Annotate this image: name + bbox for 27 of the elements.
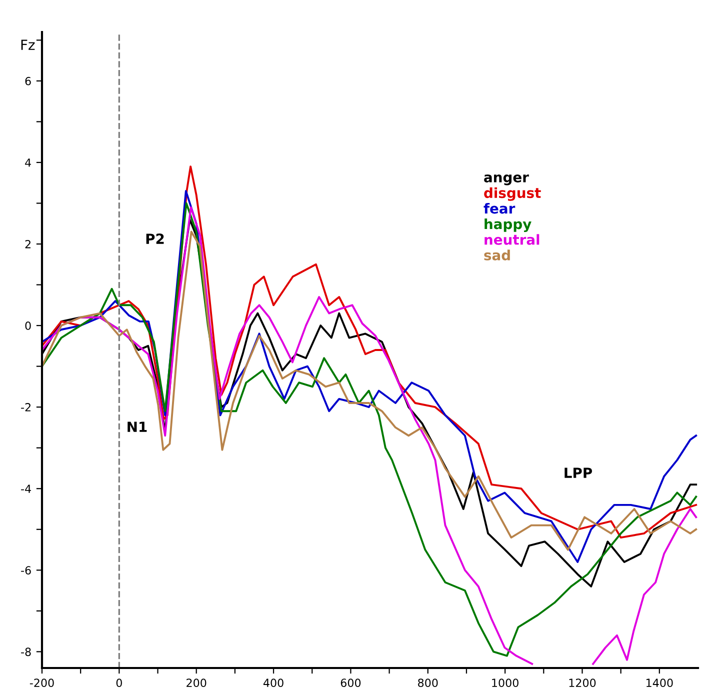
x-tick-label: 1200	[569, 678, 596, 688]
text: happy	[484, 218, 532, 232]
x-tick-label: 1000	[492, 678, 518, 688]
chart-title: Fz	[21, 40, 35, 50]
y-tick-label: 4	[25, 158, 31, 167]
y-tick-label: -4	[21, 484, 31, 493]
annotation: N1	[128, 422, 147, 432]
y-tick-label: -6	[21, 566, 31, 575]
annotation: P2	[146, 234, 164, 244]
y-tick-label: -8	[21, 648, 31, 656]
x-tick-label: -200	[30, 678, 54, 688]
text: fear	[484, 202, 516, 214]
x-tick-label: 0	[116, 678, 122, 688]
y-tick-label: 0	[25, 322, 31, 330]
x-tick-label: 1400	[646, 678, 673, 688]
text: disgust	[484, 187, 541, 201]
x-tick-label: 800	[418, 678, 438, 688]
x-tick-label: 400	[263, 678, 284, 688]
y-tick-label: -2	[21, 403, 30, 412]
text: anger	[484, 174, 529, 186]
text: neutral	[484, 234, 540, 245]
x-tick-label: 600	[340, 678, 361, 688]
y-tick-label: 2	[25, 240, 30, 248]
y-tick-label: 6	[25, 76, 31, 86]
text: sad	[484, 250, 510, 260]
annotation: LPP	[564, 468, 592, 478]
x-tick-label: 200	[186, 678, 206, 688]
